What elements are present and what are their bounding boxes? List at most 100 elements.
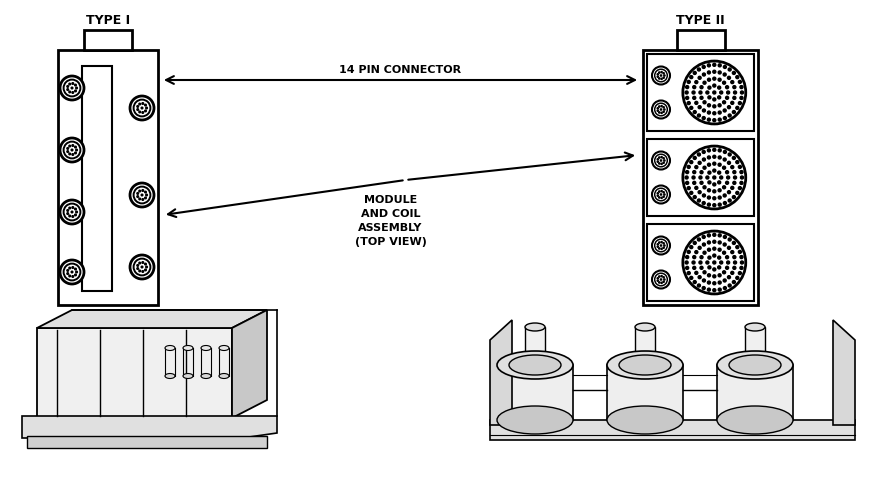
Bar bbox=[635, 327, 655, 362]
Circle shape bbox=[732, 110, 736, 113]
Circle shape bbox=[740, 171, 743, 174]
Circle shape bbox=[706, 176, 709, 179]
Circle shape bbox=[708, 156, 711, 159]
Circle shape bbox=[657, 110, 659, 111]
Circle shape bbox=[144, 110, 146, 112]
Circle shape bbox=[708, 149, 711, 152]
Circle shape bbox=[660, 160, 661, 161]
Circle shape bbox=[726, 86, 728, 89]
Circle shape bbox=[76, 271, 77, 273]
Circle shape bbox=[69, 275, 71, 277]
Circle shape bbox=[694, 271, 698, 274]
Circle shape bbox=[144, 269, 146, 271]
Circle shape bbox=[69, 215, 71, 217]
Circle shape bbox=[731, 101, 734, 104]
Circle shape bbox=[726, 181, 728, 184]
Circle shape bbox=[708, 241, 711, 244]
Circle shape bbox=[718, 96, 720, 99]
Bar bbox=[676, 30, 725, 50]
Circle shape bbox=[661, 78, 662, 80]
Circle shape bbox=[67, 213, 69, 214]
Circle shape bbox=[728, 191, 730, 194]
Circle shape bbox=[719, 281, 721, 284]
Circle shape bbox=[698, 276, 702, 279]
Circle shape bbox=[664, 160, 665, 161]
Circle shape bbox=[703, 81, 706, 84]
Circle shape bbox=[703, 101, 706, 104]
Circle shape bbox=[702, 243, 705, 246]
Ellipse shape bbox=[183, 374, 193, 379]
Circle shape bbox=[142, 190, 143, 192]
Circle shape bbox=[713, 112, 716, 115]
Ellipse shape bbox=[183, 346, 193, 350]
Circle shape bbox=[693, 266, 696, 269]
Circle shape bbox=[687, 250, 690, 253]
Circle shape bbox=[74, 208, 76, 210]
Circle shape bbox=[708, 118, 711, 121]
Ellipse shape bbox=[201, 346, 211, 350]
Circle shape bbox=[134, 99, 151, 116]
Circle shape bbox=[663, 106, 664, 108]
Bar bbox=[717, 365, 793, 420]
Circle shape bbox=[713, 247, 716, 250]
Bar bbox=[84, 30, 132, 50]
Bar bbox=[82, 66, 112, 291]
Circle shape bbox=[657, 161, 659, 162]
Circle shape bbox=[702, 236, 705, 239]
Circle shape bbox=[74, 146, 76, 148]
Circle shape bbox=[692, 261, 695, 264]
Polygon shape bbox=[833, 320, 855, 425]
Circle shape bbox=[693, 255, 696, 258]
Circle shape bbox=[657, 278, 659, 279]
Circle shape bbox=[708, 248, 711, 251]
Circle shape bbox=[740, 266, 743, 269]
Circle shape bbox=[713, 183, 716, 186]
Circle shape bbox=[708, 78, 711, 81]
Circle shape bbox=[719, 111, 721, 114]
Circle shape bbox=[719, 234, 721, 237]
Circle shape bbox=[657, 159, 659, 160]
Circle shape bbox=[694, 281, 696, 284]
Circle shape bbox=[728, 114, 731, 117]
Circle shape bbox=[693, 86, 696, 89]
Circle shape bbox=[713, 105, 716, 108]
Circle shape bbox=[694, 156, 696, 159]
Circle shape bbox=[71, 149, 73, 151]
Circle shape bbox=[130, 183, 154, 207]
Circle shape bbox=[685, 261, 688, 264]
Circle shape bbox=[72, 145, 73, 147]
Circle shape bbox=[137, 105, 139, 107]
Circle shape bbox=[655, 188, 668, 201]
Circle shape bbox=[67, 148, 69, 149]
Circle shape bbox=[713, 162, 716, 165]
Circle shape bbox=[139, 103, 141, 105]
Circle shape bbox=[659, 112, 660, 113]
Circle shape bbox=[733, 171, 736, 174]
Circle shape bbox=[72, 207, 73, 208]
Circle shape bbox=[702, 201, 705, 204]
Circle shape bbox=[706, 91, 709, 94]
Circle shape bbox=[700, 97, 703, 99]
Circle shape bbox=[64, 264, 81, 280]
Circle shape bbox=[685, 86, 689, 89]
Circle shape bbox=[663, 196, 664, 198]
Circle shape bbox=[74, 90, 76, 92]
Circle shape bbox=[700, 266, 703, 269]
Circle shape bbox=[713, 261, 716, 264]
Circle shape bbox=[713, 119, 716, 122]
Circle shape bbox=[663, 281, 664, 282]
Circle shape bbox=[694, 250, 698, 253]
Circle shape bbox=[74, 268, 76, 270]
Circle shape bbox=[719, 91, 723, 94]
Circle shape bbox=[659, 282, 660, 283]
Circle shape bbox=[708, 189, 711, 192]
Circle shape bbox=[694, 166, 698, 169]
Circle shape bbox=[728, 153, 731, 156]
Circle shape bbox=[134, 187, 151, 203]
Circle shape bbox=[726, 97, 728, 99]
Circle shape bbox=[723, 279, 726, 282]
Circle shape bbox=[690, 192, 693, 195]
Circle shape bbox=[718, 256, 720, 259]
Circle shape bbox=[736, 160, 739, 164]
Circle shape bbox=[60, 138, 84, 162]
